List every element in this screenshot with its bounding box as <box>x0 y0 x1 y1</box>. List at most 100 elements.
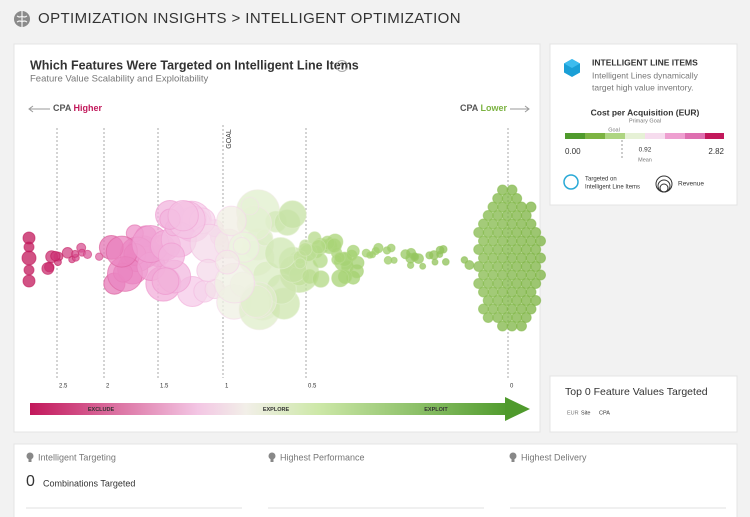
zone-arrow-head <box>505 397 530 421</box>
bubble <box>535 269 546 281</box>
help-icon[interactable] <box>336 60 348 72</box>
bubble <box>511 193 523 204</box>
bubble <box>294 257 307 270</box>
scale-mean-label: Mean <box>638 157 652 163</box>
bubble <box>506 184 518 196</box>
bubble <box>310 239 327 255</box>
summary-count-label: Combinations Targeted <box>43 478 135 488</box>
bubble <box>525 218 537 230</box>
metric-title: Cost per Acquisition (EUR) <box>591 107 700 117</box>
bubble <box>439 245 448 254</box>
goal-label: GOAL <box>226 129 233 149</box>
hex-icon-top <box>564 59 580 68</box>
bubble <box>240 196 260 216</box>
top-column: EUR <box>567 410 579 416</box>
axis-tick-label: 1.5 <box>160 384 169 390</box>
bubble <box>460 256 469 264</box>
bubble <box>436 250 444 258</box>
scale-mean: 0.92 <box>639 147 652 154</box>
legend-panel <box>549 43 738 206</box>
axis-tick-label: 0.5 <box>308 384 317 390</box>
scale-swatch <box>605 133 625 139</box>
axis-tick-label: 2 <box>106 384 110 390</box>
right-label: CPA Lower <box>460 103 508 113</box>
bubble <box>368 250 377 259</box>
bubble <box>151 267 180 296</box>
bulb-icon <box>268 452 276 462</box>
scale-swatch <box>685 133 705 139</box>
bubble <box>312 270 330 288</box>
bubble <box>525 201 537 213</box>
zone-bar <box>30 403 510 415</box>
bubble <box>516 320 527 332</box>
bubble <box>530 244 542 255</box>
top-column: Site <box>581 410 590 416</box>
legend-description: target high value inventory. <box>592 82 693 92</box>
summary-title: Intelligent Targeting <box>38 452 116 462</box>
bubble <box>71 249 80 258</box>
bubble <box>506 320 518 332</box>
right-arrow-head <box>524 105 530 113</box>
bubble <box>482 312 494 323</box>
bubble <box>441 258 450 266</box>
summary-title: Highest Performance <box>280 452 365 462</box>
summary-count: 0 <box>26 473 35 490</box>
axis-tick-label: 2.5 <box>59 384 68 390</box>
bubble <box>264 237 297 270</box>
bubble <box>298 242 313 257</box>
bubble <box>95 252 104 261</box>
scale-swatch <box>625 133 645 139</box>
bubble <box>520 210 532 221</box>
bulb-icon <box>26 452 34 462</box>
bubble <box>386 243 396 253</box>
bubble <box>520 312 532 323</box>
left-arrow-head <box>28 105 34 113</box>
bubble <box>158 242 185 270</box>
scale-swatch <box>585 133 605 139</box>
bubble <box>50 250 61 262</box>
bubble <box>525 303 537 315</box>
summary-panel <box>13 443 738 517</box>
bubble <box>530 261 542 272</box>
legend-title: INTELLIGENT LINE ITEMS <box>592 57 698 67</box>
bubble <box>331 269 350 288</box>
targeted-label: Intelligent Line Items <box>585 185 640 191</box>
scale-min: 0.00 <box>565 147 581 156</box>
bubble <box>41 262 55 275</box>
bubble <box>530 227 542 238</box>
panel-subtitle: Feature Value Scalability and Exploitabi… <box>30 74 209 85</box>
bubble <box>535 235 546 247</box>
bubble <box>346 244 360 258</box>
axis-tick-label: 0 <box>510 384 514 390</box>
bubble <box>232 237 251 255</box>
bubble <box>23 264 35 276</box>
bubble <box>216 205 247 237</box>
zone-label: EXPLORE <box>263 407 290 413</box>
revenue-label: Revenue <box>678 181 704 188</box>
bubble <box>530 278 542 289</box>
top-title: Top 0 Feature Values Targeted <box>565 386 708 398</box>
bubble <box>82 249 93 259</box>
bubble <box>497 320 508 332</box>
color-scale <box>565 133 724 139</box>
bubble <box>419 262 427 270</box>
panel-title: Which Features Were Targeted on Intellig… <box>30 58 359 72</box>
bubble <box>410 252 420 262</box>
bubble <box>383 255 393 265</box>
top-column: CPA <box>599 410 610 416</box>
axis-tick-label: 1 <box>225 384 229 390</box>
top-panel <box>549 375 738 433</box>
goal-marker: Goal <box>608 127 620 133</box>
summary-title: Highest Delivery <box>521 452 587 462</box>
bubble <box>530 295 542 306</box>
help-icon-mark: ? <box>340 62 345 71</box>
bubble <box>525 286 537 298</box>
bubble <box>333 251 346 264</box>
scale-swatch <box>645 133 665 139</box>
bubble <box>21 250 37 266</box>
revenue-symbol <box>655 175 673 193</box>
bubble <box>167 200 199 232</box>
zone-label: EXPLOIT <box>424 407 448 413</box>
scale-swatch <box>705 133 724 139</box>
